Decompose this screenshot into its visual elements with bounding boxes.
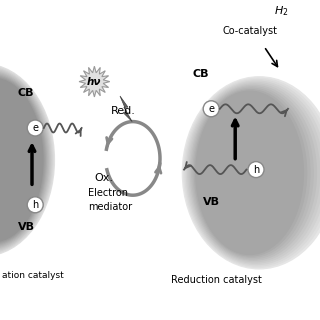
Polygon shape — [79, 66, 110, 97]
Ellipse shape — [182, 77, 320, 269]
Text: Co-catalyst: Co-catalyst — [222, 26, 277, 36]
Ellipse shape — [0, 74, 46, 246]
Text: e: e — [32, 123, 38, 133]
Ellipse shape — [196, 91, 303, 254]
Circle shape — [27, 197, 43, 213]
Text: CB: CB — [192, 69, 209, 79]
Ellipse shape — [0, 73, 47, 247]
Ellipse shape — [188, 83, 320, 263]
Text: ation catalyst: ation catalyst — [2, 271, 63, 280]
Ellipse shape — [195, 90, 307, 256]
Text: e: e — [208, 104, 214, 114]
Text: Red.: Red. — [110, 106, 135, 116]
Polygon shape — [120, 96, 132, 122]
Text: Electron
mediator: Electron mediator — [88, 188, 132, 212]
Circle shape — [248, 162, 264, 178]
Text: VB: VB — [203, 197, 220, 207]
Text: $H_2$: $H_2$ — [274, 4, 288, 18]
Ellipse shape — [187, 81, 320, 264]
Ellipse shape — [193, 88, 310, 257]
Text: Ox.: Ox. — [94, 173, 113, 183]
Text: hν: hν — [87, 76, 102, 87]
Ellipse shape — [0, 70, 50, 250]
Ellipse shape — [0, 68, 51, 252]
Ellipse shape — [192, 87, 313, 259]
Ellipse shape — [0, 78, 43, 242]
Ellipse shape — [0, 66, 53, 255]
Ellipse shape — [190, 85, 316, 260]
Text: h: h — [32, 200, 38, 210]
Ellipse shape — [0, 76, 45, 244]
Circle shape — [27, 120, 43, 136]
Ellipse shape — [189, 84, 320, 261]
Text: VB: VB — [18, 222, 35, 232]
Text: h: h — [253, 164, 259, 175]
Ellipse shape — [0, 67, 52, 253]
Ellipse shape — [0, 64, 54, 256]
Ellipse shape — [185, 80, 320, 266]
Text: CB: CB — [18, 88, 34, 98]
Ellipse shape — [0, 77, 44, 243]
Ellipse shape — [0, 71, 49, 249]
Circle shape — [203, 101, 219, 117]
Text: Reduction catalyst: Reduction catalyst — [171, 275, 262, 285]
Ellipse shape — [184, 78, 320, 267]
